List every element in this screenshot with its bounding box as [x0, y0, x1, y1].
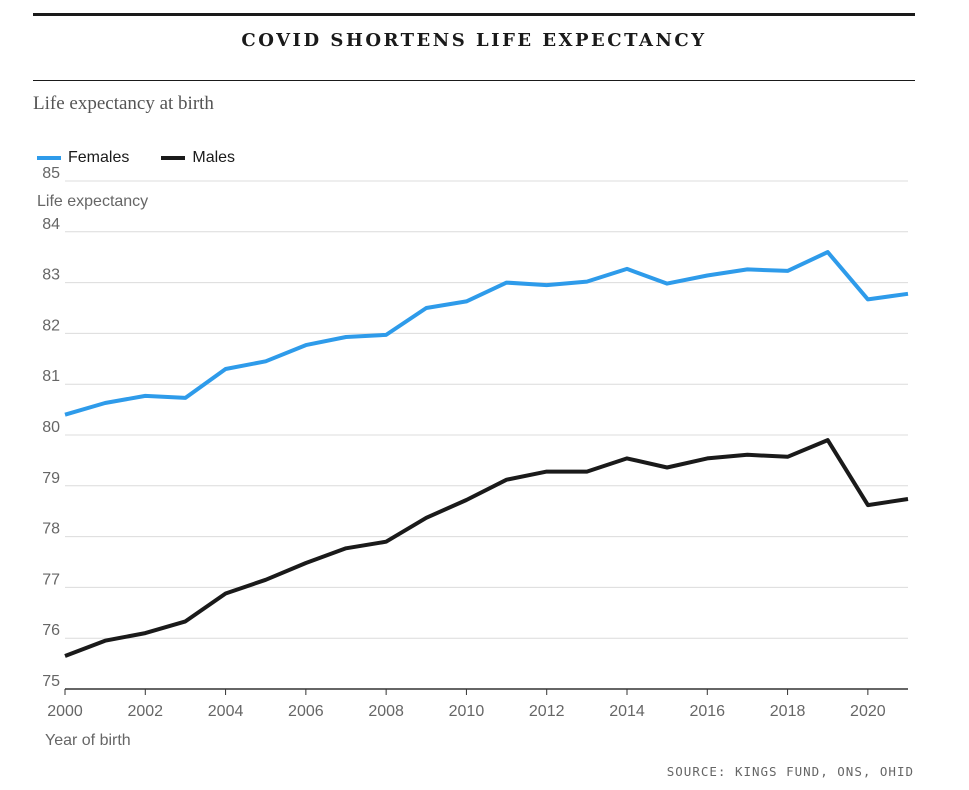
y-tick-label: 77 [42, 571, 60, 588]
y-tick-labels: 75 76 77 78 79 80 81 82 83 84 85 [42, 165, 60, 690]
y-tick-label: 81 [42, 368, 60, 385]
y-tick-label: 78 [42, 521, 60, 538]
x-axis-label: Year of birth [45, 732, 131, 749]
legend-item-males: Males [161, 149, 235, 167]
x-tick-labels: 2000 2002 2004 2006 2008 2010 2012 2014 2016 2018… [47, 689, 886, 720]
x-tick-label: 2020 [850, 703, 886, 720]
source-note: SOURCE: KINGS FUND, ONS, OHID [666, 764, 914, 779]
y-tick-label: 82 [42, 317, 60, 334]
x-tick-label: 2002 [127, 703, 163, 720]
x-tick-label: 2004 [208, 703, 244, 720]
legend-item-females: Females [37, 149, 129, 167]
x-tick-label: 2010 [449, 703, 485, 720]
series-line-females [64, 250, 909, 417]
y-tick-label: 80 [42, 419, 60, 436]
y-tick-label: 83 [42, 267, 60, 284]
gridlines [65, 180, 908, 639]
top-rule [33, 13, 915, 16]
x-tick-label: 2000 [47, 703, 83, 720]
x-tick-label: 2008 [368, 703, 404, 720]
y-tick-label: 85 [42, 165, 60, 182]
y-tick-label: 79 [42, 470, 60, 487]
y-tick-label: 76 [42, 622, 60, 639]
chart-title: COVID SHORTENS LIFE EXPECTANCY [241, 30, 707, 51]
legend-swatch-males [161, 156, 186, 160]
legend-label-males: Males [192, 149, 236, 166]
title-rule [33, 80, 915, 81]
legend-swatch-females [37, 156, 61, 160]
y-tick-label: 75 [42, 673, 60, 690]
x-tick-label: 2012 [529, 703, 565, 720]
x-tick-label: 2014 [609, 703, 645, 720]
y-axis-label: Life expectancy [37, 193, 148, 210]
y-tick-label: 84 [42, 216, 60, 233]
chart-subtitle: Life expectancy at birth [33, 93, 214, 114]
legend-label-females: Females [68, 149, 130, 166]
x-tick-label: 2006 [288, 703, 324, 720]
x-tick-label: 2018 [770, 703, 806, 720]
series-lines [64, 250, 909, 658]
x-tick-label: 2016 [689, 703, 725, 720]
legend: Females Males [37, 147, 267, 169]
series-line-males [64, 438, 909, 658]
